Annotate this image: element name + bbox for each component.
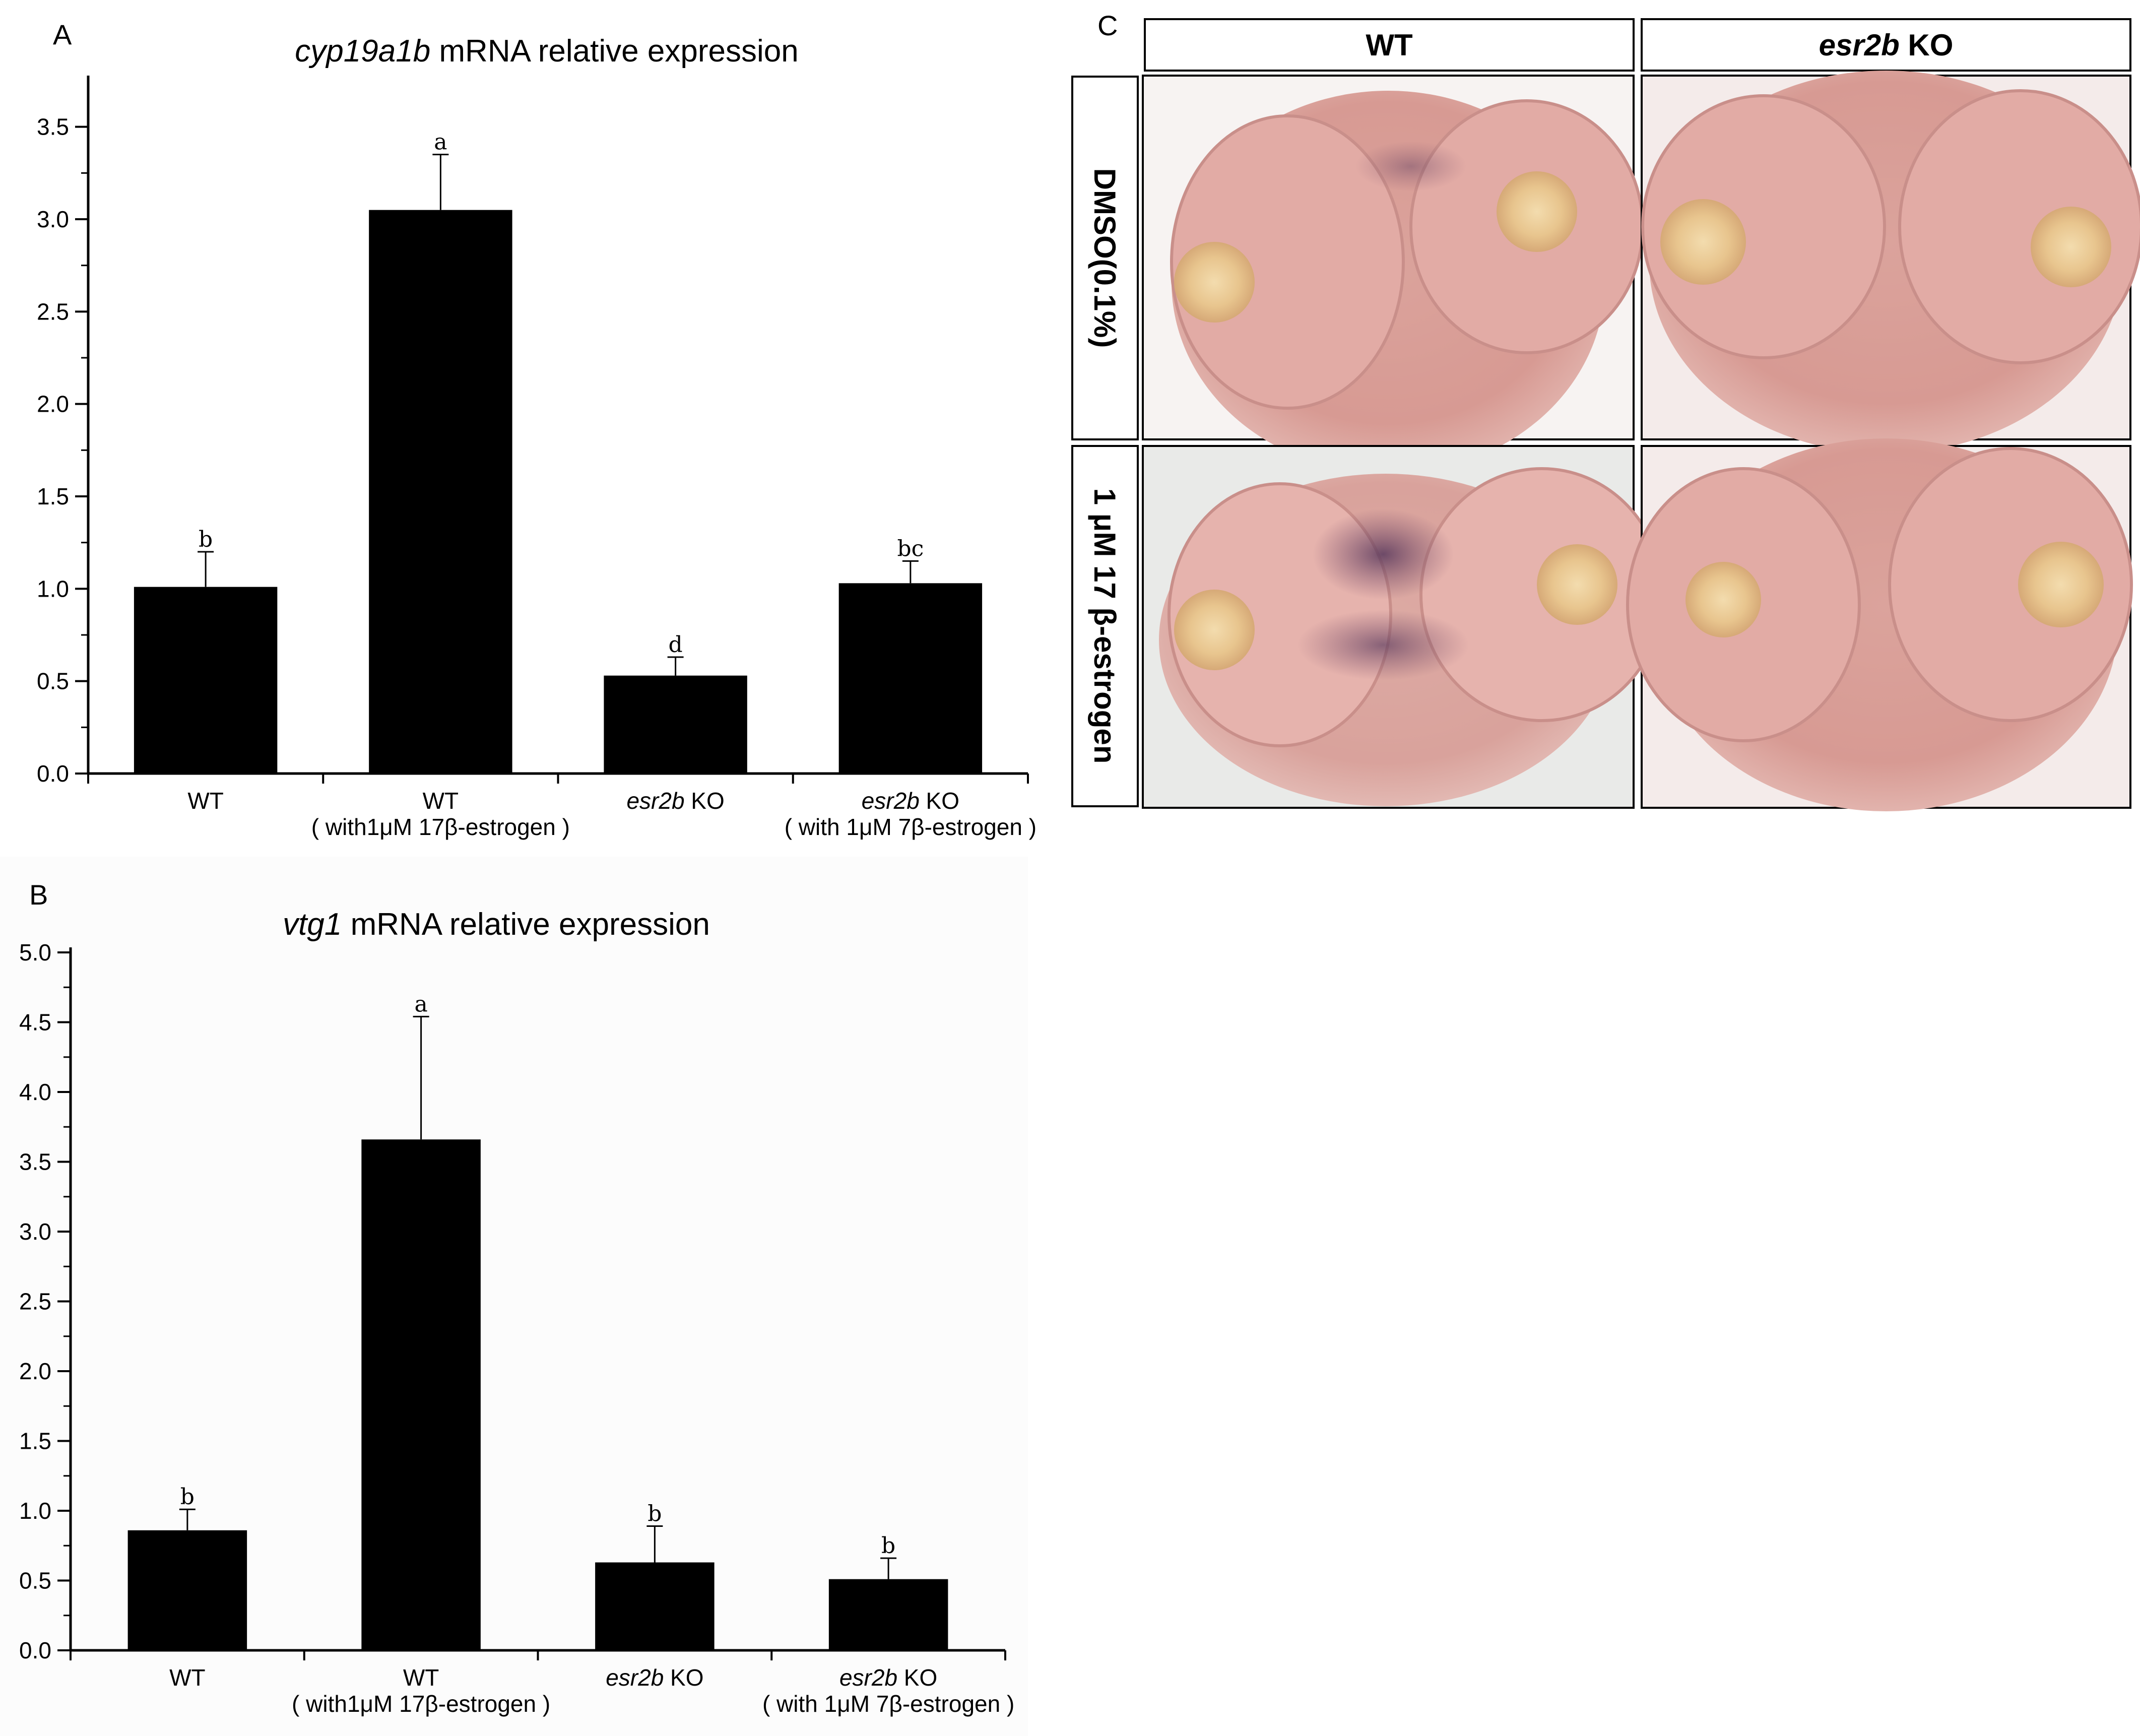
y-tick-label: 0.0 (19, 1637, 51, 1663)
image-wt-estrogen (1142, 445, 1664, 809)
chart-b-vtg1: vtg1 mRNA relative expression 0.0 0.5 1.0 1.… (19, 907, 1014, 1717)
y-tick-label: 3.0 (37, 206, 69, 232)
bar (838, 583, 983, 774)
bar (127, 1530, 247, 1650)
significance-label: b (180, 1484, 194, 1510)
row-header-estrogen: 1 μM 17 β-estrogen (1088, 488, 1122, 764)
image-esr2b-ko-estrogen (1626, 438, 2133, 811)
image-esr2b-ko-dmso (1641, 71, 2140, 454)
y-tick-label: 2.0 (19, 1358, 51, 1384)
category-label: WT (169, 1664, 206, 1691)
y-tick-label: 1.5 (37, 483, 69, 509)
bar (369, 210, 512, 774)
y-tick-label: 5.0 (19, 939, 51, 966)
category-label: WT (423, 788, 459, 814)
significance-label: d (669, 632, 683, 658)
col-header-esr2b-ko: esr2b KO (1819, 28, 1954, 62)
significance-label: b (881, 1533, 895, 1559)
y-tick-label: 0.0 (37, 760, 69, 787)
category-label-line2: ( with 1μM 7β-estrogen ) (762, 1691, 1014, 1717)
panel-letter-a: A (53, 19, 72, 50)
significance-label: b (647, 1501, 662, 1526)
category-label: WT (403, 1664, 439, 1691)
col-header-wt: WT (1366, 28, 1412, 62)
bar (828, 1579, 948, 1650)
y-tick-label: 4.5 (19, 1009, 51, 1036)
row-header-dmso: DMSO(0.1%) (1088, 168, 1122, 348)
y-tick-label: 2.0 (37, 391, 69, 417)
category-label: esr2b KO (606, 1664, 703, 1691)
category-label-line2: ( with1μM 17β-estrogen ) (292, 1691, 550, 1717)
significance-label: b (199, 527, 213, 552)
y-tick-label: 0.5 (19, 1568, 51, 1594)
bar (595, 1562, 715, 1650)
chart-title: vtg1 mRNA relative expression (283, 907, 710, 942)
row-header-estrogen-box (1071, 445, 1139, 807)
category-label: WT (187, 788, 224, 814)
significance-label: a (434, 130, 447, 155)
y-tick-label: 1.5 (19, 1428, 51, 1454)
panel-letter-b: B (29, 879, 48, 911)
category-label: esr2b KO (839, 1664, 937, 1691)
bar (361, 1139, 481, 1650)
col-header-ko-box (1641, 18, 2131, 72)
panel-letter-c: C (1097, 10, 1118, 41)
category-label-line2: ( with1μM 17β-estrogen ) (311, 814, 570, 840)
category-label: esr2b KO (626, 788, 724, 814)
image-wt-dmso (1142, 75, 1644, 474)
category-label-line2: ( with 1μM 7β-estrogen ) (785, 814, 1036, 840)
chart-title: cyp19a1b mRNA relative expression (295, 34, 798, 69)
y-tick-label: 3.5 (19, 1149, 51, 1175)
bar (604, 675, 747, 774)
y-tick-label: 0.5 (37, 668, 69, 694)
y-tick-label: 1.0 (19, 1498, 51, 1524)
y-tick-label: 3.5 (37, 114, 69, 140)
y-tick-label: 4.0 (19, 1079, 51, 1105)
significance-label: bc (897, 536, 924, 561)
y-tick-label: 1.0 (37, 575, 69, 602)
row-header-dmso-box (1071, 76, 1139, 440)
bar (134, 587, 278, 774)
col-header-wt-box (1144, 18, 1635, 72)
panel-c-image-grid: WT esr2b KO DMSO(0.1%) 1 μM 17 β-estroge… (1071, 18, 2140, 811)
chart-a-cyp19a1b: cyp19a1b mRNA relative expression 0.0 0.5 1… (37, 34, 1036, 840)
y-tick-label: 2.5 (37, 298, 69, 325)
y-tick-label: 2.5 (19, 1289, 51, 1315)
y-tick-label: 3.0 (19, 1218, 51, 1245)
category-label: esr2b KO (862, 788, 959, 814)
significance-label: a (415, 991, 428, 1017)
